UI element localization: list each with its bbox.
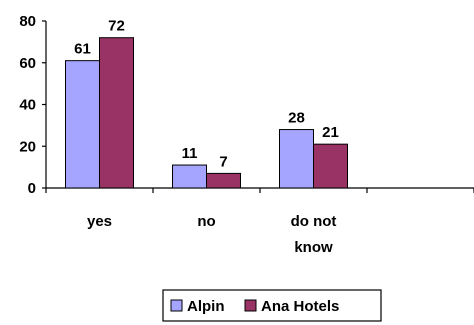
legend-entry: Ana Hotels [261, 298, 339, 315]
data-label: 11 [182, 145, 198, 162]
x-tick-label: do not [291, 213, 337, 230]
bar [279, 129, 314, 189]
bar [313, 143, 348, 189]
x-tick-label: no [197, 213, 215, 230]
legend [162, 289, 382, 322]
bar [65, 60, 100, 189]
y-tick-label: 40 [19, 97, 36, 114]
bar [206, 172, 241, 189]
x-tick-label: yes [87, 213, 112, 230]
y-tick-label: 20 [19, 138, 36, 155]
data-label: 72 [108, 18, 125, 35]
legend-entry: Alpin [187, 298, 225, 315]
bar [99, 37, 134, 189]
data-label: 7 [219, 153, 227, 170]
data-label: 28 [288, 110, 305, 127]
y-tick-label: 0 [28, 180, 36, 197]
data-label: 61 [74, 41, 91, 58]
legend-swatch [170, 299, 183, 312]
x-tick-label: know [294, 239, 333, 256]
y-tick-label: 60 [19, 55, 36, 72]
y-tick-label: 80 [19, 13, 36, 30]
legend-swatch [244, 299, 257, 312]
data-label: 21 [322, 124, 339, 141]
bar [172, 164, 207, 189]
